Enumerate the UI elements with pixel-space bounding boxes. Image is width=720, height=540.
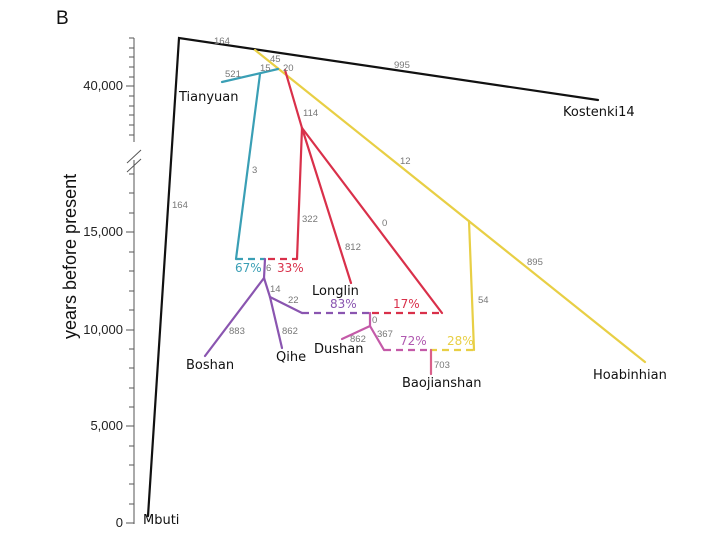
branch-label-862-dushan: 862	[350, 334, 366, 345]
admixture-pct-purple: 83%	[330, 297, 357, 311]
leaf-tianyuan: Tianyuan	[178, 90, 239, 105]
branch-label-22: 22	[288, 295, 299, 306]
branch-label-12: 12	[400, 156, 411, 167]
y-axis	[126, 37, 135, 524]
tick-label-40000: 40,000	[83, 78, 123, 93]
leaf-boshan: Boshan	[186, 358, 234, 373]
admixture-pct-teal: 67%	[235, 261, 262, 275]
purple-branches	[203, 257, 370, 358]
branch-label-14: 14	[270, 284, 281, 295]
branch-label-883: 883	[229, 326, 245, 337]
branch-label-367: 367	[377, 329, 393, 340]
yellow-branches	[253, 48, 647, 364]
red-branches	[268, 68, 444, 315]
branch-label-15: 15	[260, 63, 271, 74]
branch-label-3: 3	[252, 165, 257, 176]
leaf-kostenki14: Kostenki14	[563, 105, 635, 120]
leaf-qihe: Qihe	[276, 350, 306, 365]
tick-label-15000: 15,000	[83, 224, 123, 239]
branch-label-114: 114	[303, 108, 318, 119]
branch-label-54: 54	[478, 295, 489, 306]
branch-label-0: 0	[382, 218, 387, 229]
leaf-mbuti: Mbuti	[143, 513, 179, 528]
root-branch	[146, 36, 600, 518]
branch-label-164-top: 164	[214, 36, 230, 47]
branch-label-812: 812	[345, 242, 361, 253]
admixture-pct-red: 33%	[277, 261, 304, 275]
admixture-pct-magenta: 72%	[400, 334, 427, 348]
branch-label-164-mbuti: 164	[172, 200, 188, 211]
y-axis-title: years before present	[60, 174, 80, 339]
magenta-branches	[340, 311, 430, 352]
branch-label-995: 995	[394, 60, 410, 71]
tick-label-10000: 10,000	[83, 322, 123, 337]
teal-branches	[220, 67, 280, 261]
black-branches	[146, 36, 600, 518]
branch-label-862-qihe: 862	[282, 326, 298, 337]
axis-break-marker	[126, 149, 142, 173]
branch-label-521: 521	[225, 69, 241, 80]
branch-label-6: 6	[266, 263, 271, 274]
admixture-pct-red2: 17%	[393, 297, 420, 311]
branch-label-322: 322	[302, 214, 318, 225]
branch-label-0-dushan: 0	[372, 315, 377, 326]
tick-label-5000: 5,000	[90, 418, 123, 433]
branch-label-45: 45	[270, 54, 281, 65]
leaf-longlin: Longlin	[312, 284, 359, 299]
admixture-pct-yellow: 28%	[447, 334, 474, 348]
branch-label-20: 20	[283, 63, 294, 74]
leaf-baojianshan: Baojianshan	[402, 376, 482, 391]
branch-label-703: 703	[434, 360, 450, 371]
branch-label-895: 895	[527, 257, 543, 268]
tick-label-0: 0	[116, 515, 123, 530]
panel-letter: B	[56, 8, 69, 29]
leaf-dushan: Dushan	[314, 342, 363, 357]
leaf-hoabinhian: Hoabinhian	[593, 368, 667, 383]
